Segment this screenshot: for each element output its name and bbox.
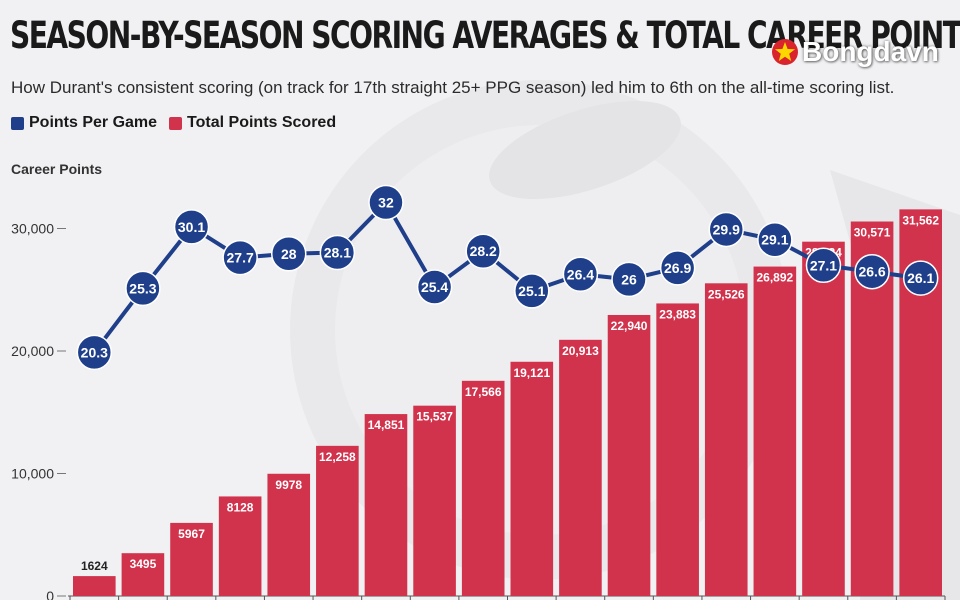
ppg-data-label: 29.1 [761,232,788,248]
bar-total-points [364,414,408,596]
bar-total-points [170,522,213,596]
bar-data-label: 5967 [178,527,205,541]
ppg-point [76,334,113,371]
bar-total-points [753,266,797,596]
ppg-data-label: 28.1 [324,244,351,260]
bar-data-label: 15,537 [416,410,453,424]
bar-total-points [510,361,554,596]
bar-total-points [461,380,505,596]
bar-data-label: 30,571 [854,226,891,240]
ppg-point [805,247,842,284]
bar-total-points [73,576,116,596]
legend-label-total: Total Points Scored [187,114,337,131]
ppg-data-label: 27.1 [810,257,837,273]
ppg-data-label: 28.2 [470,243,497,259]
y-tick-label: 0 [46,588,54,600]
ppg-point [708,211,744,248]
ppg-data-label: 28 [281,246,297,262]
y-tick-label: 10,000 [11,466,54,482]
ppg-point [757,221,793,258]
y-axis-label: Career Points [11,161,103,177]
bar-data-label: 31,562 [902,213,939,227]
ppg-point [416,269,453,305]
bar-data-label: 12,258 [319,450,356,464]
bar-total-points [267,473,311,596]
ppg-data-label: 26 [621,271,637,287]
ppg-point [173,209,210,245]
bar-data-label: 25,526 [708,287,745,301]
bar-data-label: 22,940 [611,319,648,333]
ppg-point [368,184,404,221]
bar-data-label: 23,883 [659,307,696,321]
chart-subtitle: How Durant's consistent scoring (on trac… [11,78,895,97]
ppg-data-label: 32 [378,195,394,211]
ppg-point [659,250,696,286]
bar-total-points [704,283,748,596]
bar-total-points [218,496,262,596]
bar-data-label: 8128 [227,500,254,514]
bar-total-points [607,314,651,596]
ppg-data-label: 25.3 [129,280,156,296]
legend: Points Per Game Total Points Scored [11,114,348,132]
bar-data-label: 19,121 [513,366,550,380]
y-tick-label: 20,000 [11,343,54,359]
bar-total-points [413,405,456,596]
star-ball-icon [772,39,798,65]
bar-data-label: 9978 [275,478,302,492]
ppg-point [514,273,550,309]
ppg-point [854,253,890,290]
logo-text: Bongdavn [802,36,939,67]
ppg-point [271,236,307,272]
ppg-point [902,260,939,296]
bar-data-label: 17,566 [465,385,502,399]
ppg-data-label: 20.3 [81,344,108,360]
ppg-data-label: 27.7 [227,250,254,266]
ppg-data-label: 29.9 [713,221,740,237]
y-tick-label: 30,000 [11,221,54,237]
bar-data-label: 14,851 [368,418,405,432]
ppg-point [562,256,599,293]
ppg-point [611,261,647,298]
bar-data-label: 26,892 [757,271,794,285]
legend-item-total: Total Points Scored [169,114,336,132]
bar-total-points [802,241,845,596]
ppg-data-label: 26.6 [858,264,885,280]
ppg-data-label: 30.1 [178,219,205,235]
ppg-data-label: 26.9 [664,260,691,276]
legend-item-ppg: Points Per Game [11,114,157,132]
bar-data-label: 3495 [130,557,157,571]
ppg-point [222,239,258,276]
ppg-series-line [92,200,921,354]
legend-label-ppg: Points Per Game [29,114,158,131]
bar-data-label: 1624 [81,559,108,573]
ppg-point [319,234,356,271]
ppg-point [125,270,161,307]
ppg-data-label: 25.1 [518,283,545,299]
bar-data-label: 20,913 [562,344,599,358]
bar-total-points [316,445,359,596]
ppg-data-label: 25.4 [421,279,448,295]
bar-total-points [559,339,602,596]
bar-total-points [656,303,699,596]
brand-logo: Bongdavn [770,30,940,74]
ppg-point [465,233,501,269]
legend-swatch-ppg [11,116,24,130]
bar-total-points [121,553,165,596]
legend-swatch-total [169,116,183,130]
ppg-data-label: 26.4 [567,266,594,282]
ppg-data-label: 26.1 [907,270,934,286]
